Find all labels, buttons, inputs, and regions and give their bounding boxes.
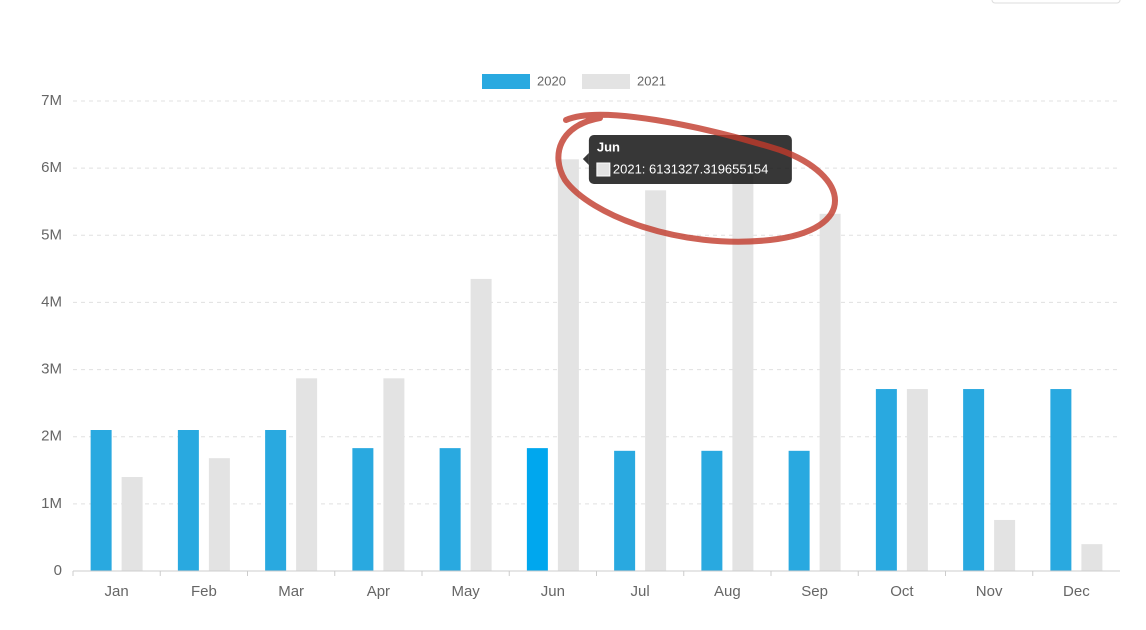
y-tick-label: 5M [41,226,62,243]
bar [645,190,667,572]
bar [788,450,810,571]
tooltip-title: Jun [597,139,620,154]
tooltip: Jun 2021: 6131327.319655154 [582,135,792,184]
bar [906,389,928,571]
bar [439,448,461,571]
tooltip-label: 2021: 6131327.319655154 [613,161,768,176]
bar [265,430,287,571]
x-tick-label: Sep [801,583,828,600]
toolbar-button[interactable] [991,0,1121,4]
y-tick-label: 1M [41,495,62,512]
bar [1081,544,1103,571]
bar [1050,389,1072,571]
tooltip-box [588,135,792,184]
x-tick-label: Oct [890,583,914,600]
bar [208,458,230,571]
bar [557,159,579,571]
bar [90,430,112,571]
bar [526,448,548,571]
legend-label: 2021 [637,73,666,88]
legend-label: 2020 [537,73,566,88]
bar [994,519,1016,571]
bar [383,378,405,571]
tooltip-swatch [596,162,611,177]
x-tick-label: Dec [1063,583,1090,600]
bar [177,430,199,571]
legend-swatch [582,74,630,89]
y-tick-label: 4M [41,293,62,310]
bar [732,171,754,571]
bar [963,389,985,571]
x-tick-label: Jan [105,583,129,600]
x-tick-label: Aug [714,583,741,600]
y-tick-label: 6M [41,159,62,176]
bar [296,378,318,571]
x-tick-label: Nov [976,583,1003,600]
x-tick-label: Apr [367,583,390,600]
y-tick-label: 3M [41,361,62,378]
bar [875,389,897,571]
y-tick-label: 2M [41,428,62,445]
bar [701,450,723,571]
x-tick-label: Jul [631,583,650,600]
bar [614,450,636,571]
legend-swatch [482,74,530,89]
x-tick-label: May [451,583,480,600]
bar [819,213,841,572]
bar [352,448,374,571]
annotation-circle [555,111,838,245]
x-tick-label: Feb [191,583,217,600]
y-tick-label: 7M [41,92,62,109]
bar [470,278,492,571]
x-tick-label: Mar [278,583,304,600]
x-tick-label: Jun [541,583,565,600]
tooltip-caret [582,153,589,165]
y-tick-label: 0 [54,562,62,579]
bar [121,477,143,571]
